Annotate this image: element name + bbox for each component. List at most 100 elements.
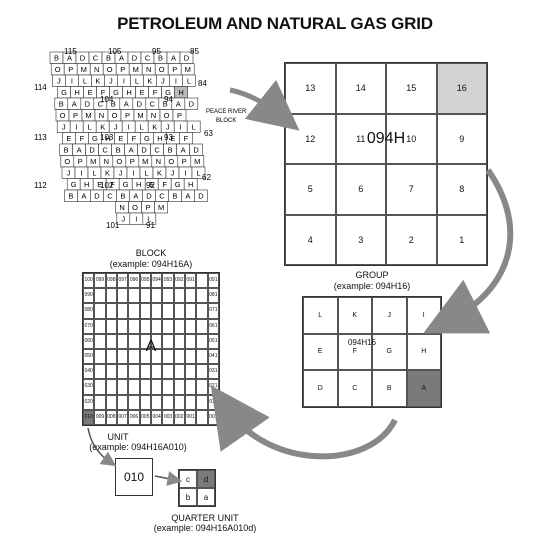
map-cell-letter: L bbox=[187, 77, 191, 86]
map-cell-letter: H bbox=[178, 88, 183, 97]
arrow-map-to-grid bbox=[229, 79, 300, 131]
map-cell-letter: O bbox=[168, 157, 174, 166]
block-cell bbox=[105, 303, 117, 319]
map-cell-letter: P bbox=[172, 65, 177, 74]
block-cell bbox=[105, 364, 117, 380]
block-cell: 090 bbox=[83, 288, 95, 304]
map-cell-letter: P bbox=[182, 157, 187, 166]
map-cell-letter: O bbox=[60, 111, 66, 120]
nts-cell: 10 bbox=[386, 113, 437, 164]
block-cell bbox=[128, 379, 140, 395]
group-example: (example: 094H16) bbox=[333, 281, 411, 291]
map-cell-letter: H bbox=[157, 134, 162, 143]
block-cell bbox=[105, 348, 117, 365]
block-cell: 008 bbox=[105, 409, 117, 425]
map-cell-letter: L bbox=[83, 77, 87, 86]
map-cell-letter: C bbox=[154, 146, 160, 155]
map-sheet-number: 62 bbox=[202, 173, 211, 182]
map-cell-letter: G bbox=[144, 134, 150, 143]
map-cell-letter: J bbox=[67, 169, 71, 178]
nts-cell: 16 bbox=[436, 63, 487, 114]
quarter-cell: b bbox=[179, 488, 197, 506]
map-cell-letter: D bbox=[132, 54, 138, 63]
map-cell-letter: N bbox=[99, 111, 104, 120]
block-cell bbox=[105, 333, 117, 349]
block-cell bbox=[196, 379, 208, 395]
block-cell bbox=[116, 348, 129, 365]
map-cell-letter: M bbox=[158, 203, 164, 212]
map-cell-letter: M bbox=[137, 111, 143, 120]
block-cell: 001 bbox=[184, 409, 197, 425]
block-cell bbox=[196, 273, 208, 289]
block-cell bbox=[173, 348, 185, 365]
block-cell bbox=[128, 318, 140, 334]
map-cell-letter: E bbox=[88, 88, 93, 97]
block-cell: 070 bbox=[83, 318, 95, 334]
map-cell-letter: H bbox=[126, 88, 131, 97]
nts-cell: 14 bbox=[335, 63, 386, 114]
block-cell bbox=[94, 379, 106, 395]
map-cell-letter: O bbox=[55, 65, 61, 74]
block-cell: 002 bbox=[173, 409, 185, 425]
map-cell-letter: I bbox=[132, 169, 134, 178]
map-cell-letter: K bbox=[105, 169, 110, 178]
map-cell-letter: F bbox=[110, 180, 115, 189]
block-cell: 080 bbox=[83, 303, 95, 319]
map-cell-letter: L bbox=[88, 123, 92, 132]
nts-cell: 7 bbox=[386, 164, 437, 215]
group-cell: F bbox=[337, 333, 372, 371]
block-cell: 092 bbox=[173, 273, 185, 289]
block-cell: 096 bbox=[128, 273, 140, 289]
block-cell: 094 bbox=[150, 273, 163, 289]
block-cell bbox=[196, 394, 208, 410]
map-cell-letter: G bbox=[113, 88, 119, 97]
block-cell bbox=[139, 303, 151, 319]
block-cell bbox=[139, 288, 151, 304]
map-cell-letter: J bbox=[119, 169, 123, 178]
map-cell-letter: B bbox=[54, 54, 59, 63]
block-cell bbox=[139, 333, 151, 349]
map-cell-letter: D bbox=[198, 192, 204, 201]
map-cell-letter: E bbox=[97, 180, 102, 189]
map-cell-letter: D bbox=[80, 54, 86, 63]
map-cell-letter: P bbox=[120, 65, 125, 74]
map-cell bbox=[142, 212, 157, 225]
map-cell-letter: J bbox=[57, 77, 61, 86]
map-cell-letter: A bbox=[176, 100, 181, 109]
map-cell-letter: A bbox=[171, 54, 176, 63]
map-cell-letter: D bbox=[189, 100, 195, 109]
block-cell bbox=[116, 379, 129, 395]
block-cell bbox=[162, 364, 174, 380]
map-cell-letter: A bbox=[72, 100, 77, 109]
map-cell-letter: K bbox=[95, 77, 100, 86]
block-cell: 020 bbox=[83, 394, 95, 410]
map-cell-letter: H bbox=[188, 180, 193, 189]
group-cell: K bbox=[337, 297, 372, 334]
map-cell-letter: C bbox=[98, 100, 104, 109]
map-cell-letter: C bbox=[102, 146, 108, 155]
map-cell-letter: N bbox=[119, 203, 124, 212]
map-cell-letter: A bbox=[81, 192, 86, 201]
map-cell-letter: O bbox=[116, 157, 122, 166]
block-cell bbox=[150, 333, 163, 349]
block-cell bbox=[196, 318, 208, 334]
block-cell bbox=[150, 303, 163, 319]
map-cell-letter: I bbox=[180, 123, 182, 132]
map-sheet-number: 113 bbox=[34, 133, 47, 142]
map-cell-letter: P bbox=[146, 203, 151, 212]
map-cell-letter: H bbox=[74, 88, 79, 97]
map-cell-letter: B bbox=[59, 100, 64, 109]
block-cell: 003 bbox=[162, 409, 174, 425]
map-sheet-number: 101 bbox=[106, 221, 120, 230]
map-sheet-number: 114 bbox=[34, 83, 47, 92]
map-cell-letter: B bbox=[168, 146, 173, 155]
map-cell-letter: O bbox=[64, 157, 70, 166]
block-cell: 081 bbox=[207, 288, 219, 304]
map-cell-letter: N bbox=[151, 111, 156, 120]
block-cell bbox=[94, 394, 106, 410]
map-cell-letter: P bbox=[78, 157, 83, 166]
block-cell bbox=[139, 364, 151, 380]
block-cell bbox=[196, 364, 208, 380]
group-cell: E bbox=[303, 333, 338, 371]
